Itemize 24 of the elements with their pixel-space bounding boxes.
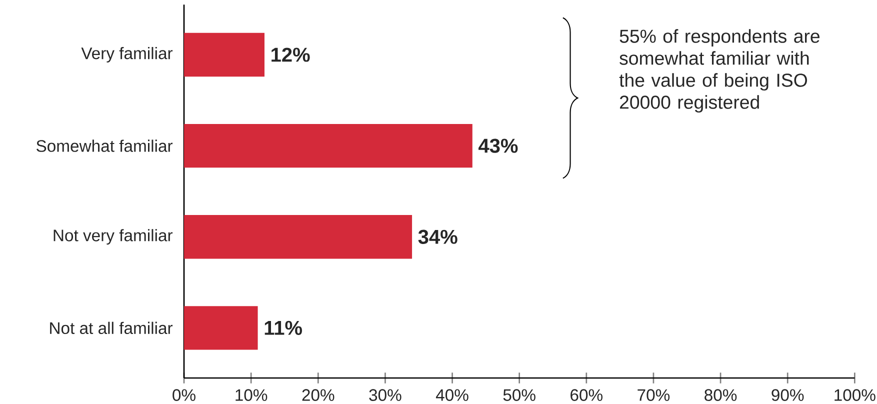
y-tick-label: Very familiar xyxy=(81,46,173,63)
bar xyxy=(184,32,264,77)
data-label: 43% xyxy=(478,138,518,153)
x-tick-label: 0% xyxy=(172,389,196,401)
annotation: 55% of respondents are somewhat familiar with the value of being ISO 20000 registered xyxy=(619,29,820,113)
x-tick-label: 90% xyxy=(772,389,804,401)
x-tick-label: 40% xyxy=(436,389,468,401)
y-tick-label: Not very familiar xyxy=(54,229,173,245)
y-tick-label: Somewhat familiar xyxy=(36,140,173,152)
x-tick-label: 80% xyxy=(704,389,737,401)
data-label: 11% xyxy=(264,320,302,335)
x-tick-label: 100% xyxy=(834,389,876,401)
x-tick-label: 70% xyxy=(638,389,670,401)
x-tick-label: 60% xyxy=(570,389,602,401)
data-label: 12% xyxy=(272,48,310,62)
x-tick-label: 10% xyxy=(236,389,268,401)
data-label: 34% xyxy=(418,230,458,244)
bar xyxy=(184,215,412,259)
x-tick-label: 30% xyxy=(369,389,402,401)
x-tick-label: 50% xyxy=(503,389,536,401)
x-tick-label: 20% xyxy=(302,389,334,401)
y-tick-label: Not at all familiar xyxy=(50,322,173,334)
bar xyxy=(184,306,258,350)
bar xyxy=(184,124,472,168)
